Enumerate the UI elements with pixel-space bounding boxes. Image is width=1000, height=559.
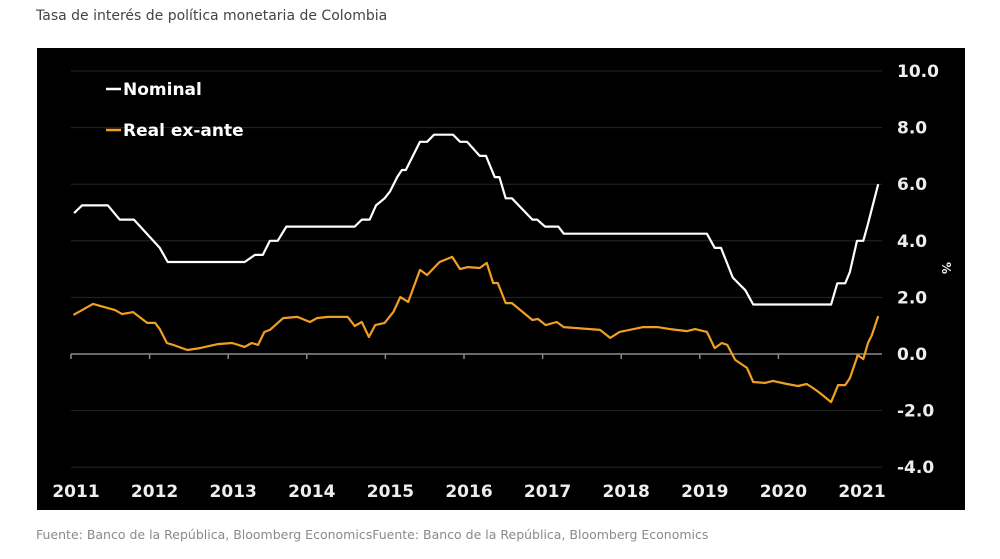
series-line-real-ex-ante [72, 255, 880, 404]
series-line-nominal [73, 133, 880, 306]
x-tick-label: 2012 [131, 482, 178, 502]
x-tick-label: 2019 [681, 482, 728, 502]
y-tick-label: 10.0 [897, 62, 939, 82]
x-tick-label: 2014 [288, 482, 335, 502]
source-note: Fuente: Banco de la República, Bloomberg… [36, 527, 708, 542]
y-axis-unit-label: % [939, 262, 953, 274]
x-tick-label: 2017 [524, 482, 571, 502]
x-tick-label: 2015 [367, 482, 414, 502]
y-tick-label: 4.0 [897, 232, 927, 252]
source-text-repeat: Fuente: Banco de la República, Bloomberg… [372, 527, 709, 542]
y-tick-label: 0.0 [897, 345, 927, 365]
y-tick-label: 2.0 [897, 288, 927, 308]
legend-label: Nominal [123, 80, 202, 100]
source-text: Fuente: Banco de la República, Bloomberg… [36, 527, 373, 542]
plot-background [37, 48, 965, 510]
x-tick-label: 2011 [52, 482, 99, 502]
y-tick-label: -4.0 [897, 458, 934, 478]
legend-label: Real ex-ante [123, 121, 244, 141]
chart-title: Tasa de interés de política monetaria de… [36, 8, 388, 24]
y-tick-label: -2.0 [897, 402, 934, 422]
y-tick-label: 6.0 [897, 175, 927, 195]
x-tick-label: 2013 [210, 482, 257, 502]
x-tick-label: 2018 [603, 482, 650, 502]
y-tick-label: 8.0 [897, 119, 927, 139]
x-tick-label: 2021 [838, 482, 885, 502]
x-tick-label: 2020 [760, 482, 807, 502]
x-tick-label: 2016 [445, 482, 492, 502]
